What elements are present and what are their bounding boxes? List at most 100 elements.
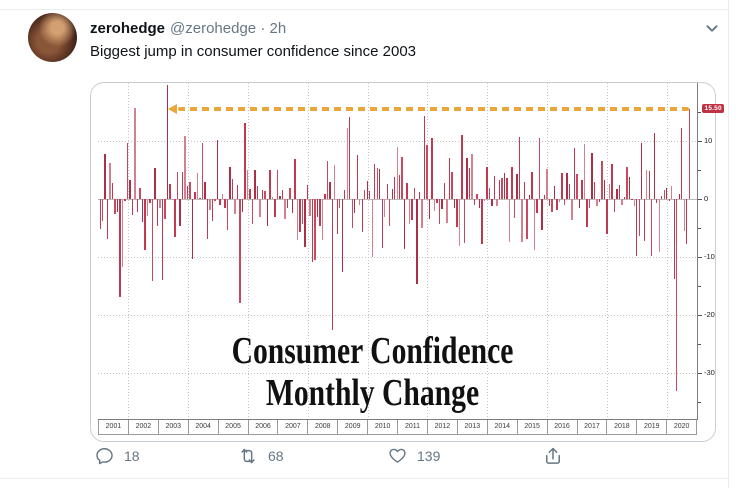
bar: [376, 168, 378, 199]
bar: [436, 198, 438, 204]
bar: [616, 189, 618, 199]
v-gridline: [247, 83, 249, 419]
year-label: 2012: [426, 420, 457, 434]
retweet-count: 68: [268, 448, 284, 464]
bar: [628, 177, 630, 199]
y-minor-tick: [698, 111, 701, 113]
bar: [478, 198, 481, 209]
chevron-down-icon[interactable]: [701, 17, 723, 39]
bar: [558, 198, 561, 202]
bar: [149, 198, 151, 204]
bar: [176, 171, 179, 199]
bar: [413, 187, 416, 199]
bar: [159, 198, 161, 208]
year-label: 2019: [636, 420, 666, 434]
bar: [309, 198, 311, 217]
bar: [418, 191, 421, 199]
bar: [648, 171, 650, 199]
bar: [581, 180, 583, 199]
bar: [603, 179, 606, 199]
bar: [573, 148, 576, 199]
bar: [431, 138, 433, 199]
bar: [331, 198, 333, 330]
share-button[interactable]: [543, 446, 563, 466]
bar: [304, 198, 306, 247]
bar: [181, 171, 184, 199]
bar: [199, 198, 201, 199]
bar: [246, 170, 249, 199]
chart-image[interactable]: Consumer Confidence Monthly Change 10 0 -1…: [90, 82, 725, 442]
bar: [261, 189, 264, 199]
retweet-button[interactable]: 68: [238, 446, 284, 466]
like-button[interactable]: 139: [388, 446, 440, 465]
bar: [146, 198, 149, 216]
bar: [186, 185, 189, 199]
bar: [538, 138, 541, 199]
reply-button[interactable]: 18: [95, 446, 140, 465]
zero-line: [98, 198, 697, 200]
bar: [384, 198, 386, 217]
retweet-icon: [241, 448, 255, 464]
bar: [536, 198, 538, 214]
bar: [513, 198, 516, 218]
bar: [116, 198, 119, 213]
bar: [106, 198, 109, 240]
bar: [483, 198, 486, 202]
bar: [264, 191, 266, 199]
bar: [658, 198, 660, 252]
bar: [204, 182, 206, 199]
bar: [626, 167, 628, 199]
handle[interactable]: @zerohedge: [170, 20, 257, 37]
bar: [219, 198, 221, 206]
bar: [286, 198, 289, 209]
bar: [174, 198, 176, 237]
year-label: 2015: [516, 420, 547, 434]
bar: [196, 172, 199, 199]
bar: [324, 193, 326, 199]
bar: [451, 171, 453, 199]
bar: [423, 116, 426, 199]
bar: [269, 170, 271, 199]
bar: [681, 128, 683, 199]
bar: [191, 198, 194, 260]
v-gridline: [127, 83, 129, 419]
bar: [244, 122, 246, 199]
bar: [511, 167, 513, 199]
bar: [656, 198, 658, 203]
bar: [394, 176, 396, 199]
bar: [638, 198, 640, 236]
bar: [561, 172, 563, 199]
bar: [588, 198, 591, 208]
bar: [134, 107, 136, 199]
bar: [446, 198, 448, 223]
right-y-axis: 10 0 -10 -20 -30: [697, 83, 717, 420]
arrow-head-icon: [167, 104, 177, 115]
bar: [136, 198, 139, 212]
bar: [124, 198, 126, 202]
bar: [399, 174, 401, 199]
bar: [169, 183, 171, 199]
bar: [206, 198, 209, 240]
display-name[interactable]: zerohedge: [90, 20, 166, 37]
bar: [438, 198, 441, 224]
bar: [129, 180, 131, 199]
bar: [256, 186, 259, 199]
bar: [473, 198, 476, 206]
bar: [606, 198, 608, 234]
bar: [641, 142, 643, 199]
bar: [144, 198, 146, 251]
timestamp[interactable]: 2h: [269, 20, 287, 37]
bar: [633, 198, 635, 207]
bar: [369, 190, 371, 199]
bar: [508, 198, 511, 242]
v-gridline: [607, 83, 609, 419]
bar: [234, 198, 236, 214]
bar: [161, 198, 164, 280]
bar: [366, 181, 368, 199]
bar: [259, 198, 261, 217]
avatar[interactable]: [28, 13, 77, 62]
bar: [411, 198, 413, 220]
year-label: 2018: [606, 420, 636, 434]
y-tick-label: 0: [704, 194, 709, 204]
bar: [189, 182, 191, 199]
